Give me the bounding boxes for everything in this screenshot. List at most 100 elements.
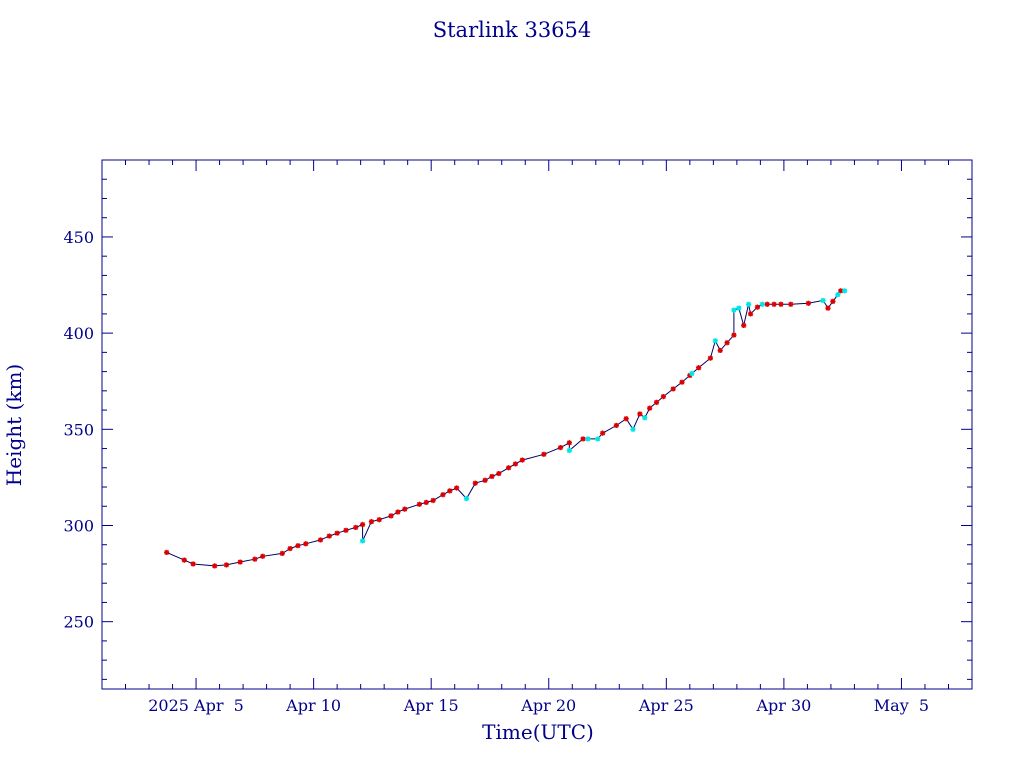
x-tick-labels: 2025 Apr 5 Apr 10 Apr 15 Apr 20 Apr 25 Apr 30… — [148, 696, 929, 715]
cyan-data-point — [842, 288, 848, 294]
series-line — [166, 290, 845, 567]
red-data-point — [496, 470, 502, 477]
red-data-point — [731, 332, 737, 338]
y-axis-title: Height (km) — [2, 364, 26, 486]
red-data-point — [454, 485, 460, 491]
red-data-point — [388, 513, 394, 519]
cyan-data-point — [689, 370, 695, 377]
red-data-point — [287, 545, 293, 552]
cyan-data-point — [463, 495, 470, 502]
x-tick-label: Apr 30 — [755, 696, 811, 715]
red-data-point — [754, 304, 761, 310]
red-data-point — [303, 541, 309, 547]
red-data-point — [600, 430, 606, 436]
red-data-point — [295, 543, 301, 549]
data-markers — [164, 288, 848, 569]
red-data-point — [181, 557, 187, 563]
red-data-point — [395, 509, 401, 515]
cyan-data-point — [731, 307, 737, 313]
cyan-data-point — [820, 297, 826, 304]
x-axis-title: Time(UTC) — [482, 720, 594, 744]
red-data-point — [566, 440, 572, 446]
red-data-point — [679, 379, 685, 385]
red-data-point — [778, 301, 784, 307]
cyan-data-point — [595, 436, 601, 442]
red-data-point — [830, 298, 836, 304]
red-data-point — [360, 521, 366, 528]
chart-title: Starlink 33654 — [433, 18, 592, 42]
cyan-data-point — [360, 538, 366, 544]
red-data-point — [696, 365, 702, 371]
red-data-point — [707, 355, 714, 361]
red-data-point — [805, 300, 811, 306]
cyan-data-point — [736, 305, 742, 311]
cyan-data-point — [835, 292, 841, 298]
red-data-point — [838, 288, 844, 294]
red-data-point — [647, 405, 653, 411]
x-tick-label: Apr 10 — [285, 696, 341, 715]
red-data-point — [512, 461, 519, 467]
red-data-point — [326, 533, 332, 539]
red-data-point — [541, 451, 547, 457]
red-data-point — [580, 436, 586, 442]
red-data-point — [440, 492, 446, 498]
red-data-point — [402, 506, 408, 512]
cyan-data-point — [759, 301, 765, 307]
red-data-point — [825, 305, 831, 311]
red-data-point — [637, 411, 643, 417]
red-data-point — [724, 340, 730, 346]
red-data-point — [623, 416, 629, 422]
cyan-data-point — [630, 426, 636, 432]
red-data-point — [190, 561, 196, 567]
red-data-point — [423, 499, 429, 506]
red-data-point — [416, 501, 423, 507]
x-tick-label: Apr 20 — [520, 696, 576, 715]
red-data-point — [747, 311, 754, 317]
x-tick-label: May 5 — [874, 696, 929, 715]
height-track-line — [166, 290, 845, 567]
red-data-point — [788, 301, 794, 307]
y-tick-label: 450 — [63, 228, 94, 247]
y-tick-label: 400 — [63, 324, 94, 343]
cyan-data-point — [566, 447, 572, 454]
red-data-point — [482, 477, 488, 483]
axis-ticks — [102, 160, 972, 689]
y-tick-label: 250 — [63, 613, 94, 632]
red-data-point — [334, 530, 340, 536]
cyan-data-point — [642, 415, 648, 421]
red-data-point — [764, 301, 770, 307]
red-data-point — [317, 537, 324, 543]
red-data-point — [519, 457, 525, 463]
red-data-point — [613, 422, 619, 429]
y-tick-label: 350 — [63, 420, 94, 439]
cyan-data-point — [746, 301, 752, 307]
red-data-point — [279, 550, 285, 556]
red-data-point — [353, 524, 359, 531]
cyan-data-point — [712, 338, 718, 344]
x-tick-label: 2025 Apr 5 — [148, 696, 244, 715]
y-tick-labels: 250 300 350 400 450 — [63, 228, 94, 632]
red-data-point — [260, 553, 266, 559]
red-data-point — [343, 527, 349, 533]
red-data-point — [741, 322, 747, 329]
red-data-point — [447, 488, 453, 494]
x-tick-label: Apr 25 — [638, 696, 694, 715]
red-data-point — [237, 559, 243, 565]
plot-frame — [101, 159, 973, 690]
red-data-point — [212, 563, 218, 569]
red-data-point — [489, 473, 495, 480]
red-data-point — [557, 444, 564, 451]
red-data-point — [472, 480, 478, 486]
red-data-point — [164, 549, 170, 556]
red-data-point — [252, 556, 258, 562]
red-data-point — [505, 465, 512, 471]
x-tick-label: Apr 15 — [403, 696, 459, 715]
y-tick-label: 300 — [63, 516, 94, 535]
red-data-point — [376, 517, 382, 523]
red-data-point — [430, 497, 436, 504]
red-data-point — [653, 399, 660, 405]
cyan-data-point — [585, 436, 591, 442]
red-data-point — [717, 347, 723, 354]
red-data-point — [670, 386, 676, 392]
